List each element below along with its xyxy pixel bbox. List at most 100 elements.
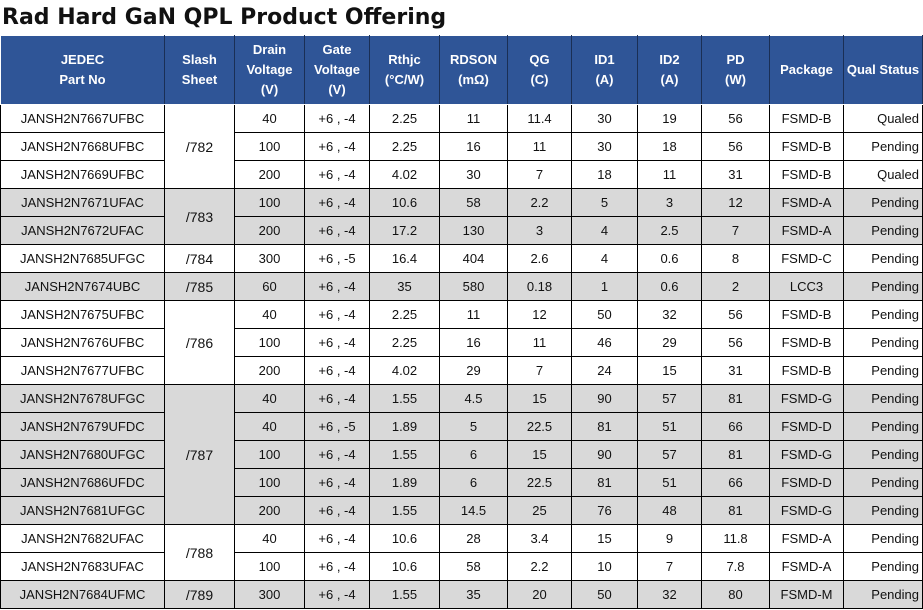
cell-status: Pending (843, 384, 923, 413)
cell-id1: 50 (571, 300, 638, 329)
cell-rdson: 30 (439, 160, 508, 189)
cell-part: JANSH2N7680UFGC (0, 440, 165, 469)
cell-qg: 11 (507, 328, 572, 357)
cell-id1: 30 (571, 132, 638, 161)
cell-pd: 31 (701, 160, 770, 189)
cell-drain: 200 (234, 216, 305, 245)
cell-gate: +6 , -4 (304, 524, 370, 553)
cell-part: JANSH2N7684UFMC (0, 580, 165, 609)
cell-rthjc: 10.6 (369, 524, 440, 553)
cell-rdson: 14.5 (439, 496, 508, 525)
cell-id1: 24 (571, 356, 638, 385)
cell-id2: 57 (637, 440, 702, 469)
table-row: JANSH2N7679UFDC 40 +6 , -5 1.89 5 22.5 81 51 66 F… (0, 412, 923, 441)
cell-gate: +6 , -4 (304, 468, 370, 497)
cell-pd: 8 (701, 244, 770, 273)
cell-drain: 200 (234, 496, 305, 525)
table-row: JANSH2N7667UFBC/782 40 +6 , -4 2.25 11 11.4 30… (0, 104, 923, 189)
cell-gate: +6 , -4 (304, 580, 370, 609)
cell-gate: +6 , -4 (304, 272, 370, 301)
column-header-qual-status: Qual Status (843, 35, 923, 105)
column-header-line: (A) (660, 72, 679, 87)
cell-qg: 15 (507, 440, 572, 469)
cell-pkg: FSMD-G (769, 496, 844, 525)
cell-drain: 100 (234, 328, 305, 357)
cell-pkg: FSMD-B (769, 132, 844, 161)
cell-status: Pending (843, 524, 923, 553)
cell-id2: 3 (637, 188, 702, 217)
table-row: JANSH2N7668UFBC 100 +6 , -4 2.25 16 11 30 18 56 F… (0, 132, 923, 161)
cell-pkg: FSMD-D (769, 468, 844, 497)
cell-id1: 81 (571, 412, 638, 441)
cell-rdson: 11 (439, 300, 508, 329)
cell-drain: 40 (234, 412, 305, 441)
cell-rdson: 16 (439, 328, 508, 357)
cell-rdson: 35 (439, 580, 508, 609)
cell-pd: 56 (701, 300, 770, 329)
column-header-line: Sheet (181, 72, 218, 87)
cell-pkg: FSMD-C (769, 244, 844, 273)
cell-drain: 100 (234, 132, 305, 161)
column-header-line: (V) (328, 82, 346, 97)
cell-part: JANSH2N7678UFGC (0, 384, 165, 413)
cell-part: JANSH2N7667UFBC (0, 104, 165, 133)
column-header-line: (V) (260, 82, 279, 97)
cell-qg: 0.18 (507, 272, 572, 301)
cell-pkg: LCC3 (769, 272, 844, 301)
cell-qg: 7 (507, 356, 572, 385)
cell-pkg: FSMD-G (769, 384, 844, 413)
cell-id2: 7 (637, 552, 702, 581)
table-row: JANSH2N7674UBC/785 60 +6 , -4 35 580 0.18 1 0.6… (0, 272, 923, 301)
cell-status: Pending (843, 216, 923, 245)
cell-gate: +6 , -4 (304, 188, 370, 217)
cell-id1: 76 (571, 496, 638, 525)
cell-id1: 1 (571, 272, 638, 301)
cell-id1: 90 (571, 384, 638, 413)
cell-pkg: FSMD-G (769, 440, 844, 469)
column-header-line: QG (529, 52, 550, 67)
cell-gate: +6 , -4 (304, 160, 370, 189)
cell-drain: 100 (234, 440, 305, 469)
cell-rthjc: 1.55 (369, 384, 440, 413)
cell-id1: 5 (571, 188, 638, 217)
column-header-line: (C) (530, 72, 549, 87)
cell-id2: 0.6 (637, 244, 702, 273)
cell-status: Pending (843, 244, 923, 273)
cell-pkg: FSMD-A (769, 552, 844, 581)
column-header-line: PD (726, 52, 745, 67)
cell-pd: 56 (701, 132, 770, 161)
column-header-line: Drain (252, 42, 287, 57)
cell-id2: 57 (637, 384, 702, 413)
cell-drain: 100 (234, 468, 305, 497)
column-header-id2: ID2 (A) (637, 35, 702, 105)
cell-rthjc: 10.6 (369, 552, 440, 581)
cell-part: JANSH2N7682UFAC (0, 524, 165, 553)
cell-rthjc: 1.89 (369, 412, 440, 441)
cell-part: JANSH2N7668UFBC (0, 132, 165, 161)
cell-gate: +6 , -4 (304, 132, 370, 161)
cell-part: JANSH2N7681UFGC (0, 496, 165, 525)
table-row: JANSH2N7677UFBC 200 +6 , -4 4.02 29 7 24 15 31 FS… (0, 356, 923, 385)
cell-rdson: 28 (439, 524, 508, 553)
cell-rdson: 5 (439, 412, 508, 441)
cell-gate: +6 , -4 (304, 496, 370, 525)
cell-id1: 15 (571, 524, 638, 553)
cell-pd: 11.8 (701, 524, 770, 553)
cell-pkg: FSMD-M (769, 580, 844, 609)
column-header-line: JEDEC (60, 52, 105, 67)
cell-rthjc: 1.55 (369, 580, 440, 609)
cell-rthjc: 2.25 (369, 104, 440, 133)
cell-qg: 11 (507, 132, 572, 161)
cell-rdson: 58 (439, 188, 508, 217)
cell-gate: +6 , -4 (304, 440, 370, 469)
cell-slash-sheet: /783 (164, 188, 235, 245)
cell-qg: 22.5 (507, 412, 572, 441)
cell-id2: 9 (637, 524, 702, 553)
cell-slash-sheet: /785 (164, 272, 235, 301)
cell-status: Pending (843, 356, 923, 385)
column-header-line: RDSON (450, 52, 497, 67)
cell-pd: 81 (701, 440, 770, 469)
table-row: JANSH2N7680UFGC 100 +6 , -4 1.55 6 15 90 57 81 FS… (0, 440, 923, 469)
table-row: JANSH2N7681UFGC 200 +6 , -4 1.55 14.5 25 76 48 8… (0, 496, 923, 525)
cell-pkg: FSMD-A (769, 188, 844, 217)
